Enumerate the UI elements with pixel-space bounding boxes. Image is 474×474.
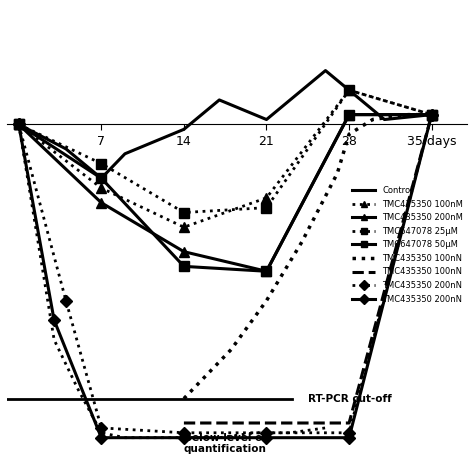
Text: RT-PCR cut-off: RT-PCR cut-off (308, 393, 392, 403)
Legend: Control, TMC435350 100nM, TMC435350 200nM, TMC647078 25μM, TMC647078 50μM, TMC43: Control, TMC435350 100nM, TMC435350 200n… (352, 186, 463, 304)
Text: Below level of
quantification: Below level of quantification (184, 433, 267, 455)
